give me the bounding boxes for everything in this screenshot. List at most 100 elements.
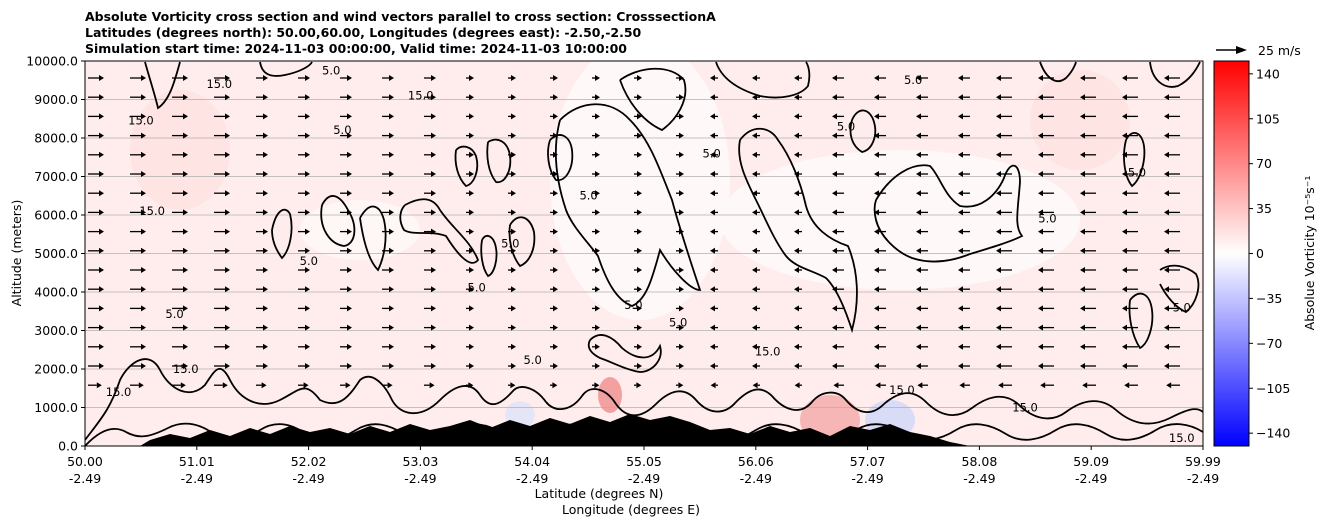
wind-vector-head [389, 113, 394, 120]
wind-vector-head [511, 305, 516, 312]
wind-vector-head [996, 343, 1001, 350]
wind-vector-head [595, 75, 600, 81]
wind-vector-head [305, 113, 310, 120]
wind-vector-head [183, 305, 188, 312]
wind-vector-head [958, 305, 963, 312]
wind-vector-head [305, 132, 310, 139]
wind-vector-head [794, 343, 799, 350]
wind-vector-head [794, 305, 799, 312]
wind-vector-head [1080, 151, 1085, 158]
contour-label: 5.0 [579, 189, 597, 203]
wind-vector-head [874, 343, 879, 350]
wind-vector-head [511, 363, 516, 369]
wind-vector-head [637, 94, 642, 101]
wind-vector-head [469, 247, 474, 254]
wind-vector-head [141, 363, 146, 369]
wind-vector-head [637, 286, 642, 293]
wind-vector-head [794, 267, 799, 273]
wind-vector-head [141, 94, 146, 101]
wind-vector-head [263, 305, 268, 312]
wind-vector-head [637, 209, 642, 216]
wind-vector-head [263, 151, 268, 158]
wind-vector-head [183, 363, 188, 369]
wind-vector-head [1122, 209, 1127, 216]
wind-vector-head [1164, 267, 1169, 273]
wind-vector-head [916, 267, 921, 273]
contour-label: 5.0 [501, 237, 519, 251]
wind-vector-head [553, 132, 558, 139]
wind-vector-head [469, 113, 474, 120]
quiver-key-label: 25 m/s [1258, 43, 1301, 58]
wind-vector-head [305, 286, 310, 293]
wind-vector-head [679, 171, 684, 177]
wind-vector-head [389, 363, 394, 369]
wind-vector-head [469, 75, 474, 81]
wind-vector-head [1164, 113, 1169, 120]
wind-vector-head [958, 132, 963, 139]
wind-vector-head [998, 382, 1004, 389]
x-tick-label-lon: -2.49 [1075, 471, 1107, 486]
colorbar-ticks: 140 105 70 35 0 −35 −70 −105 −140 [1249, 66, 1290, 441]
x-tick-label-lat: 56.06 [738, 454, 774, 469]
wind-vector-head [305, 190, 310, 197]
wind-vector-head [916, 363, 921, 369]
wind-vector-head [679, 75, 684, 81]
wind-vector-head [347, 151, 352, 158]
wind-vector-head [99, 286, 104, 293]
wind-vector-head [1080, 228, 1085, 235]
wind-vector-head [347, 190, 352, 197]
wind-vector-head [389, 209, 394, 216]
wind-vector-head [347, 209, 352, 216]
wind-vector-head [832, 324, 837, 331]
colorbar-tick-label: −70 [1256, 336, 1282, 351]
wind-vector-head [1122, 190, 1127, 197]
x-axis-label-2: Longitude (degrees E) [562, 502, 700, 517]
wind-vector-head [710, 267, 715, 273]
wind-vector-head [710, 75, 715, 81]
wind-vector-head [469, 132, 474, 139]
contour-line [271, 208, 293, 260]
wind-vector-head [874, 267, 879, 273]
wind-vector-head [305, 324, 310, 331]
wind-vector-head [1038, 228, 1043, 235]
wind-vector-head [637, 75, 642, 81]
colorbar-tick-label: −35 [1256, 291, 1282, 306]
wind-vector-head [794, 171, 799, 177]
wind-vector-head [958, 75, 963, 81]
wind-vector-head [1122, 343, 1127, 350]
wind-vector-head [183, 113, 188, 120]
wind-vector-head [389, 305, 394, 312]
contour-label: 5.0 [703, 146, 721, 160]
wind-vector-head [431, 171, 436, 177]
wind-vector-head [468, 382, 474, 389]
wind-vector-head [637, 363, 642, 369]
wind-vector-head [916, 247, 921, 254]
wind-vector-head [1122, 132, 1127, 139]
wind-vector-head [958, 94, 963, 101]
wind-vector-head [752, 228, 757, 235]
wind-vector-head [996, 113, 1001, 120]
wind-vector-head [469, 94, 474, 101]
wind-vector-head [183, 132, 188, 139]
wind-vector-head [1038, 94, 1043, 101]
wind-vector-head [1080, 171, 1085, 177]
wind-vector-head [752, 132, 757, 139]
wind-vector-head [225, 324, 230, 331]
wind-vector-head [833, 382, 839, 389]
wind-vector-head [347, 94, 352, 101]
wind-vector-head [1038, 151, 1043, 158]
wind-vector-head [99, 75, 104, 81]
y-tick-label: 8000.0 [34, 131, 78, 146]
wind-vector-head [553, 324, 558, 331]
wind-vector-head [958, 286, 963, 293]
wind-vector-head [553, 228, 558, 235]
wind-vector-head [99, 94, 104, 101]
wind-vector-head [710, 305, 715, 312]
wind-vector-head [469, 171, 474, 177]
x-tick-label-lon: -2.49 [740, 471, 772, 486]
wind-vector-head [595, 151, 600, 158]
title-line-3: Simulation start time: 2024-11-03 00:00:… [85, 41, 627, 56]
wind-vector-head [874, 228, 879, 235]
wind-vector-head [1080, 324, 1085, 331]
wind-vector-head [1038, 363, 1043, 369]
